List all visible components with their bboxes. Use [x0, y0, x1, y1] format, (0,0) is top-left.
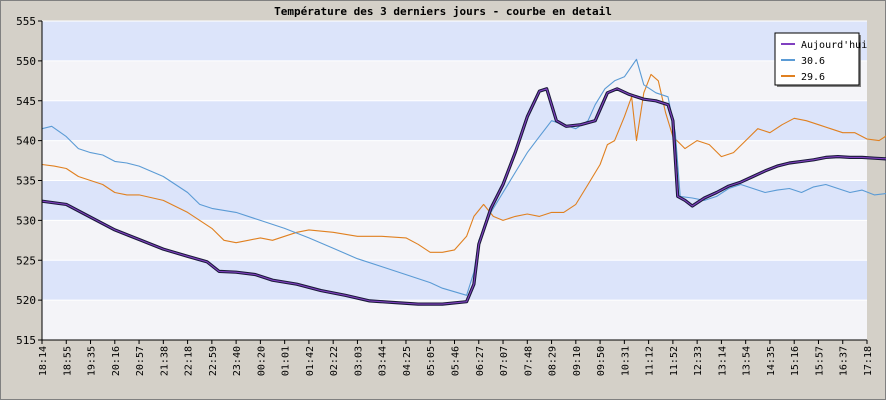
x-tick-label: 13:54 — [742, 346, 753, 376]
x-tick-label: 21:38 — [159, 346, 170, 376]
x-tick-label: 04:25 — [402, 346, 413, 376]
x-tick-label: 08:29 — [548, 346, 559, 376]
x-tick-label: 07:07 — [499, 346, 510, 376]
x-tick-label: 03:03 — [353, 346, 364, 376]
y-tick-label: 545 — [16, 95, 36, 108]
background-band — [42, 21, 867, 61]
x-tick-label: 13:14 — [717, 346, 728, 376]
background-band — [42, 140, 867, 181]
x-tick-label: 03:44 — [378, 346, 389, 376]
x-tick-label: 01:42 — [305, 346, 316, 376]
background-band — [42, 100, 867, 141]
x-tick-label: 06:27 — [475, 346, 486, 376]
x-tick-label: 05:05 — [426, 346, 437, 376]
x-tick-label: 12:33 — [693, 346, 704, 376]
x-axis-ticks: 18:14 18:55 19:35 20:16 20:57 21:38 22:18 22:59… — [38, 340, 874, 376]
y-axis-ticks: 515 520 525 530 535 540 545 550 555 — [16, 15, 42, 347]
x-tick-label: 15:57 — [814, 346, 825, 376]
background-band — [42, 220, 867, 261]
chart-title: Température des 3 derniers jours - courb… — [274, 5, 612, 18]
y-tick-label: 515 — [16, 334, 36, 347]
y-tick-label: 550 — [16, 55, 36, 68]
y-tick-label: 530 — [16, 214, 36, 227]
background-band — [42, 300, 867, 340]
series-line-0 — [41, 88, 886, 305]
x-tick-label: 16:37 — [839, 346, 850, 376]
x-tick-label: 11:12 — [645, 346, 656, 376]
x-tick-label: 01:01 — [281, 346, 292, 376]
y-tick-label: 535 — [16, 175, 36, 188]
x-tick-label: 20:57 — [135, 346, 146, 376]
background-band — [42, 180, 867, 221]
x-tick-label: 07:48 — [523, 346, 534, 376]
legend-label: 29.6 — [801, 72, 825, 83]
x-tick-label: 09:10 — [572, 346, 583, 376]
series-layer — [41, 58, 886, 306]
background-band — [42, 260, 867, 301]
y-tick-label: 520 — [16, 294, 36, 307]
series-line-2 — [41, 73, 886, 253]
background-band — [42, 60, 867, 101]
x-tick-label: 22:18 — [184, 346, 195, 376]
y-tick-label: 555 — [16, 15, 36, 28]
x-tick-label: 15:16 — [790, 346, 801, 376]
x-tick-label: 19:35 — [87, 346, 98, 376]
x-tick-label: 14:35 — [766, 346, 777, 376]
legend-label: Aujourd'hui — [801, 40, 867, 51]
legend: Aujourd'hui 30.6 29.6 — [774, 32, 867, 87]
x-tick-label: 05:46 — [451, 346, 462, 376]
x-tick-label: 00:20 — [256, 346, 267, 376]
x-tick-label: 11:52 — [669, 346, 680, 376]
x-tick-label: 10:31 — [620, 346, 631, 376]
legend-label: 30.6 — [801, 56, 825, 67]
x-tick-label: 18:14 — [38, 346, 49, 376]
y-tick-label: 525 — [16, 254, 36, 267]
x-tick-label: 22:59 — [208, 346, 219, 376]
x-tick-label: 09:50 — [596, 346, 607, 376]
x-tick-label: 23:40 — [232, 346, 243, 376]
x-tick-label: 18:55 — [62, 346, 73, 376]
y-tick-label: 540 — [16, 135, 36, 148]
x-tick-label: 20:16 — [111, 346, 122, 376]
x-tick-label: 02:22 — [329, 346, 340, 376]
x-tick-label: 17:18 — [863, 346, 874, 376]
series-line-1 — [41, 58, 886, 296]
